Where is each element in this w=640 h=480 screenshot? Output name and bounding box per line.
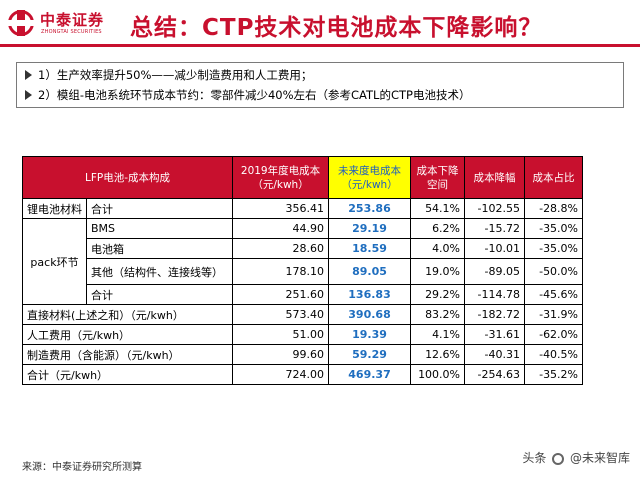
table-header-row: LFP电池-成本构成 2019年度电成本（元/kwh） 未来度电成本（元/kwh… (21, 156, 584, 199)
table-row: 锂电池材料 合计 356.41 253.86 54.1% -102.55 -28… (22, 198, 584, 219)
cell-drop-amount: -15.72 (464, 218, 526, 239)
cell-drop-space: 54.1% (410, 198, 466, 219)
watermark-logo-icon (552, 452, 565, 465)
cell-cost-future: 89.05 (328, 258, 412, 285)
source-note: 来源：中泰证券研究所测算 (22, 462, 142, 473)
summary-item: 1）生产效率提升50%——减少制造费用和人工费用； (25, 65, 615, 85)
cell-drop-amount: -89.05 (464, 258, 526, 285)
cell-drop-space: 12.6% (410, 344, 466, 365)
cell-cost-share: -31.9% (524, 304, 584, 325)
row-item-label: 合计 (85, 198, 234, 219)
logo-mark-icon (8, 10, 34, 36)
cell-drop-space: 100.0% (410, 364, 466, 385)
cell-cost-future: 390.68 (328, 304, 412, 325)
cell-drop-space: 4.1% (410, 324, 466, 345)
cell-cost-share: -62.0% (524, 324, 584, 345)
cell-cost-future: 19.39 (328, 324, 412, 345)
cell-drop-amount: -182.72 (464, 304, 526, 325)
cell-cost-2019: 51.00 (232, 324, 330, 345)
header-drop-amount: 成本降幅 (464, 156, 526, 199)
title-divider (0, 44, 640, 47)
cell-cost-share: -50.0% (524, 258, 584, 285)
header-drop-space: 成本下降空间 (410, 156, 466, 199)
page-title: 总结：CTP技术对电池成本下降影响？ (130, 15, 543, 41)
triangle-bullet-icon (25, 70, 32, 80)
table-row: 直接材料(上述之和）（元/kwh） 573.40 390.68 83.2% -1… (21, 304, 584, 325)
cell-drop-amount: -40.31 (464, 344, 526, 365)
cell-drop-space: 83.2% (410, 304, 466, 325)
cell-cost-share: -35.0% (524, 238, 584, 259)
row-item-label: 电池箱 (85, 238, 234, 259)
row-group-label: 直接材料(上述之和）（元/kwh） (21, 304, 234, 325)
row-group-label: 锂电池材料 (22, 198, 87, 219)
logo-name-en: ZHONGTAI SECURITIES (41, 29, 102, 35)
cell-cost-future: 29.19 (328, 218, 412, 239)
header-composition: LFP电池-成本构成 (21, 156, 234, 199)
row-group-label: 制造费用（含能源）（元/kwh） (21, 344, 234, 365)
cell-drop-amount: -114.78 (464, 284, 526, 305)
cell-drop-space: 19.0% (410, 258, 466, 285)
watermark-handle: @未来智库 (569, 451, 630, 465)
cell-cost-future: 253.86 (328, 198, 412, 219)
cell-cost-share: -40.5% (524, 344, 584, 365)
cell-cost-future: 59.29 (328, 344, 412, 365)
cell-cost-2019: 573.40 (232, 304, 330, 325)
triangle-bullet-icon (25, 90, 32, 100)
row-group-label: pack环节 (22, 218, 87, 305)
company-logo: 中泰证券 ZHONGTAI SECURITIES (8, 8, 118, 42)
header-cost-share: 成本占比 (524, 156, 584, 199)
row-item-label: BMS (85, 218, 234, 239)
cell-cost-share: -45.6% (524, 284, 584, 305)
table-row: 人工费用（元/kwh） 51.00 19.39 4.1% -31.61 -62.… (21, 324, 584, 345)
header-cost-2019: 2019年度电成本（元/kwh） (232, 156, 330, 199)
summary-box: 1）生产效率提升50%——减少制造费用和人工费用； 2）模组-电池系统环节成本节… (16, 62, 624, 108)
cost-table: LFP电池-成本构成 2019年度电成本（元/kwh） 未来度电成本（元/kwh… (21, 156, 584, 385)
table-row: 其他（结构件、连接线等） 178.10 89.05 19.0% -89.05 -… (23, 258, 584, 285)
cell-cost-2019: 99.60 (232, 344, 330, 365)
cell-drop-amount: -10.01 (464, 238, 526, 259)
cell-drop-amount: -31.61 (464, 324, 526, 345)
watermark-prefix: 头条 (522, 451, 547, 465)
cell-cost-share: -28.8% (524, 198, 584, 219)
logo-name-cn: 中泰证券 (40, 11, 105, 29)
cell-cost-2019: 28.60 (232, 238, 330, 259)
summary-text: 2）模组-电池系统环节成本节约：零部件减少40%左右（参考CATL的CTP电池技… (38, 88, 471, 102)
summary-text: 1）生产效率提升50%——减少制造费用和人工费用； (38, 68, 313, 82)
summary-item: 2）模组-电池系统环节成本节约：零部件减少40%左右（参考CATL的CTP电池技… (25, 85, 615, 105)
cell-cost-share: -35.2% (524, 364, 584, 385)
cell-cost-future: 18.59 (328, 238, 412, 259)
cell-cost-2019: 251.60 (232, 284, 330, 305)
cell-cost-2019: 356.41 (232, 198, 330, 219)
table-row: 电池箱 28.60 18.59 4.0% -10.01 -35.0% (23, 238, 584, 259)
table-row: 合计 251.60 136.83 29.2% -114.78 -45.6% (23, 284, 584, 305)
cell-drop-space: 29.2% (410, 284, 466, 305)
table-row: pack环节 BMS 44.90 29.19 6.2% -15.72 -35.0… (22, 218, 584, 305)
header-cost-future: 未来度电成本（元/kwh） (328, 156, 412, 199)
cell-cost-2019: 44.90 (232, 218, 330, 239)
table-row: 合计（元/kwh） 724.00 469.37 100.0% -254.63 -… (21, 364, 584, 385)
row-item-label: 其他（结构件、连接线等） (85, 258, 234, 285)
watermark: 头条 @未来智库 (522, 449, 630, 466)
row-group-label: 合计（元/kwh） (21, 364, 234, 385)
cell-cost-future: 469.37 (328, 364, 412, 385)
cell-cost-2019: 724.00 (232, 364, 330, 385)
cell-drop-space: 4.0% (410, 238, 466, 259)
cell-drop-amount: -102.55 (464, 198, 526, 219)
cell-cost-future: 136.83 (328, 284, 412, 305)
cell-drop-space: 6.2% (410, 218, 466, 239)
cell-cost-2019: 178.10 (232, 258, 330, 285)
row-group-label: 人工费用（元/kwh） (21, 324, 234, 345)
cell-drop-amount: -254.63 (464, 364, 526, 385)
table-row: 制造费用（含能源）（元/kwh） 99.60 59.29 12.6% -40.3… (21, 344, 584, 365)
cell-cost-share: -35.0% (524, 218, 584, 239)
row-item-label: 合计 (85, 284, 234, 305)
